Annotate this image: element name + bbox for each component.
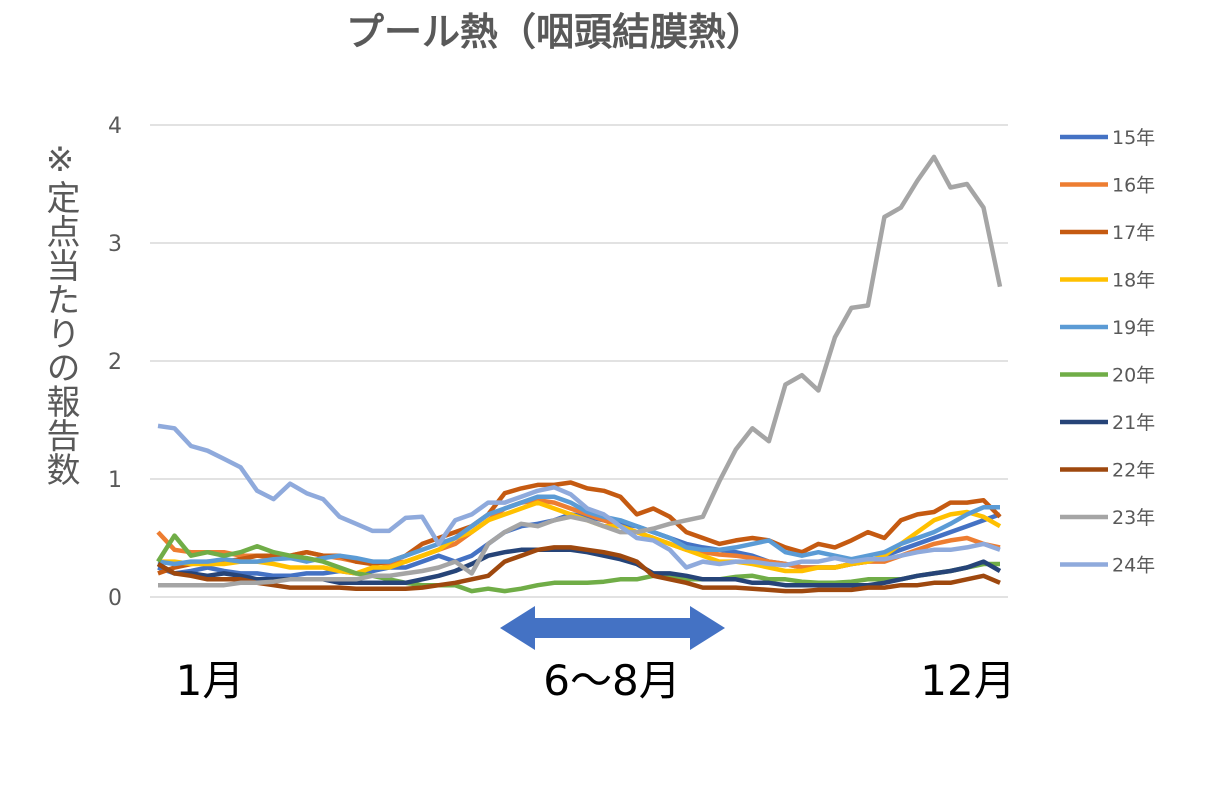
y-tick-label: 1 bbox=[108, 468, 122, 493]
period-arrow bbox=[500, 606, 725, 650]
series-line bbox=[157, 494, 1000, 567]
legend-label: 22年 bbox=[1112, 460, 1155, 482]
series-line bbox=[157, 480, 1002, 576]
y-tick-label: 3 bbox=[108, 232, 122, 257]
chart-title: プール熱（咽頭結膜熱） bbox=[346, 10, 764, 54]
y-tick-label: 2 bbox=[108, 350, 122, 375]
legend-label: 19年 bbox=[1112, 317, 1155, 339]
y-tick-label: 4 bbox=[108, 114, 122, 139]
legend-label: 21年 bbox=[1112, 412, 1155, 434]
series-line bbox=[156, 545, 1001, 594]
y-tick-label: 0 bbox=[108, 586, 122, 611]
legend-label: 16年 bbox=[1112, 175, 1155, 197]
legend-label: 20年 bbox=[1112, 365, 1155, 387]
legend-label: 18年 bbox=[1112, 270, 1155, 292]
series-line bbox=[157, 423, 1001, 570]
legend-label: 15年 bbox=[1112, 127, 1155, 149]
y-axis-label: ※定点当たりの報告数 bbox=[40, 140, 80, 486]
legend-label: 17年 bbox=[1112, 222, 1155, 244]
x-annotation: 12月 bbox=[920, 656, 1015, 705]
series-line bbox=[158, 154, 1003, 588]
x-annotation: 6～8月 bbox=[543, 656, 680, 705]
legend-label: 24年 bbox=[1112, 555, 1155, 577]
series-line bbox=[156, 533, 1000, 594]
legend-label: 23年 bbox=[1112, 507, 1155, 529]
x-annotation: 1月 bbox=[176, 656, 245, 705]
